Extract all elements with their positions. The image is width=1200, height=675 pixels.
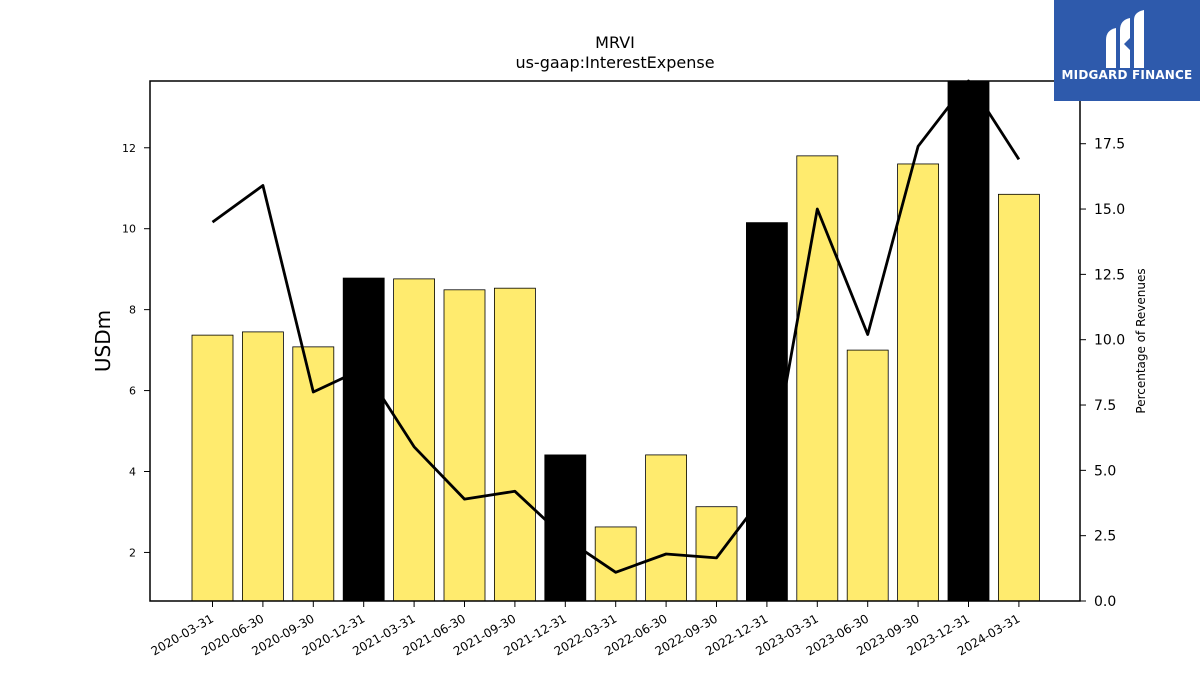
percentage-line [211,79,1021,574]
y2-tick-label: 7.5 [1094,398,1116,414]
bar-2020-03-31 [191,334,234,602]
bar-2020-12-31 [342,277,385,602]
bar-2023-06-30 [846,349,889,602]
bars-group [191,80,1040,602]
y-axis-right: 0.02.55.07.510.012.515.017.520.0 [1080,71,1125,610]
y2-tick-label: 0.0 [1094,594,1116,610]
y2-tick-label: 17.5 [1094,137,1125,153]
logo-text: MIDGARD FINANCE [1061,68,1193,82]
plot-frame [149,80,1081,602]
bar-2023-03-31 [796,155,839,602]
y-axis-left: 2 4 6 8 10 12 [122,142,150,559]
bar-2020-06-30 [241,331,284,602]
chart-title: MRVI [595,33,635,52]
bar-2023-12-31 [947,80,990,602]
bar-2022-06-30 [645,454,687,602]
logo-mark-icon [1106,10,1144,68]
logo: MIDGARD FINANCE [1054,0,1200,101]
y2-tick-label: 12.5 [1094,267,1125,283]
bar-2024-03-31 [998,193,1040,602]
y-tick-label: 8 [129,304,136,317]
x-axis: 2020-03-312020-06-302020-09-302020-12-31… [149,601,1022,658]
y2-tick-label: 5.0 [1094,463,1116,479]
line-group [211,79,1021,574]
y2-tick-label: 10.0 [1094,333,1125,349]
bar-2021-12-31 [544,454,587,602]
bar-2022-09-30 [695,506,738,602]
y-tick-label: 4 [129,466,136,479]
bar-2023-09-30 [897,163,939,602]
y-tick-label: 6 [129,385,136,398]
y-tick-label: 10 [122,223,136,236]
y-tick-label: 12 [122,142,136,155]
y2-axis-label: Percentage of Revenues [1134,268,1148,413]
y2-tick-label: 15.0 [1094,202,1125,218]
chart-subtitle: us-gaap:InterestExpense [515,53,714,72]
bar-2021-09-30 [493,287,536,602]
bar-2021-03-31 [393,278,436,602]
y-tick-label: 2 [129,546,136,559]
y2-tick-label: 2.5 [1094,529,1116,545]
y-axis-label: USDm [91,310,115,372]
bar-2021-06-30 [443,289,486,602]
